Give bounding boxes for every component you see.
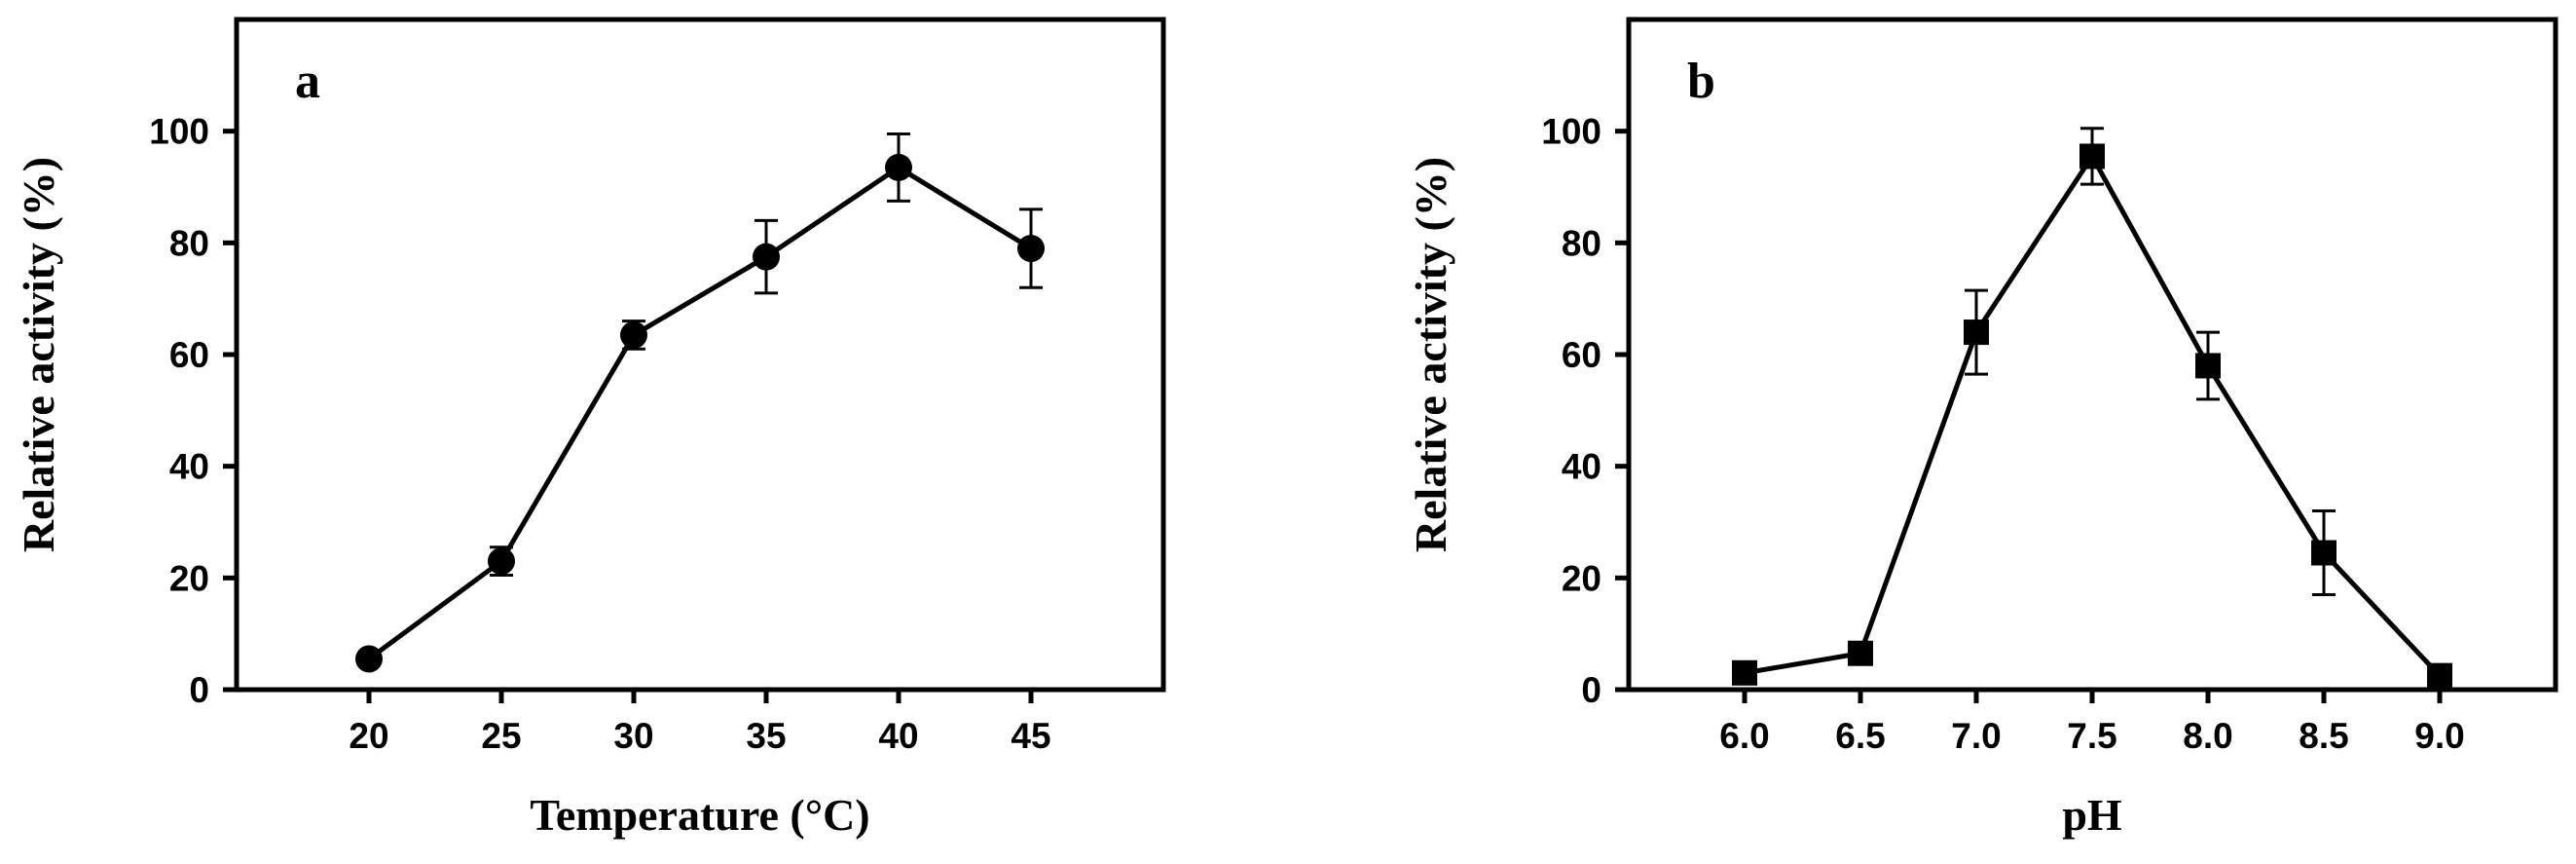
x-tick-label: 8.0 [2183,716,2232,756]
y-tick-label: 100 [149,112,209,152]
panel-label: b [1687,54,1715,109]
y-tick-label: 80 [169,223,209,263]
x-tick-label: 6.0 [1719,716,1769,756]
x-tick-label: 30 [613,716,653,756]
y-tick-label: 0 [1581,670,1601,710]
data-point [620,320,647,349]
y-tick-label: 20 [169,558,209,598]
series-line [367,165,1033,661]
y-tick-label: 0 [189,670,209,710]
x-tick-label: 8.5 [2299,716,2348,756]
plot-frame [1626,17,2558,693]
data-point [355,645,383,673]
y-tick-label: 60 [1562,335,1601,375]
x-tick-label: 35 [746,716,786,756]
x-tick-label: 9.0 [2414,716,2464,756]
data-point [753,243,780,271]
panel-b: 0 20 40 60 80 100 6.0 6.5 7.0 7.5 8.0 8.5 9.0 pH Relat… [1406,17,2558,840]
y-tick-label: 40 [169,447,209,487]
y-axis-title: Relative activity (%) [1406,157,1455,552]
data-point [2311,540,2337,566]
data-point [488,547,515,576]
data-point [1964,319,1989,346]
data-point [1732,659,1757,686]
y-tick-label: 100 [1541,112,1601,152]
x-tick-label: 25 [481,716,521,756]
x-tick-label: 45 [1011,716,1050,756]
data-point [1017,235,1045,263]
panel-label: a [295,54,320,109]
y-axis-title: Relative activity (%) [14,157,63,552]
x-tick-label: 7.5 [2067,716,2116,756]
y-tick-label: 60 [169,335,209,375]
data-point [2427,662,2452,689]
panel-a: 0 20 40 60 80 100 20 25 30 35 40 45 Temperature (°C)… [14,17,1166,840]
x-axis-title: Temperature (°C) [530,790,869,840]
y-tick-label: 20 [1562,558,1601,598]
y-tick-label: 40 [1562,447,1601,487]
y-tick-label: 80 [1562,223,1601,263]
series-line [1744,153,2442,678]
data-point [885,153,912,181]
x-tick-label: 7.0 [1951,716,2001,756]
x-axis-title: pH [2062,790,2122,840]
data-point [2079,143,2105,169]
x-tick-label: 40 [878,716,918,756]
data-point [1848,640,1873,666]
data-point [2195,353,2221,379]
x-tick-label: 20 [349,716,388,756]
plot-frame [234,17,1166,693]
x-tick-label: 6.5 [1835,716,1885,756]
